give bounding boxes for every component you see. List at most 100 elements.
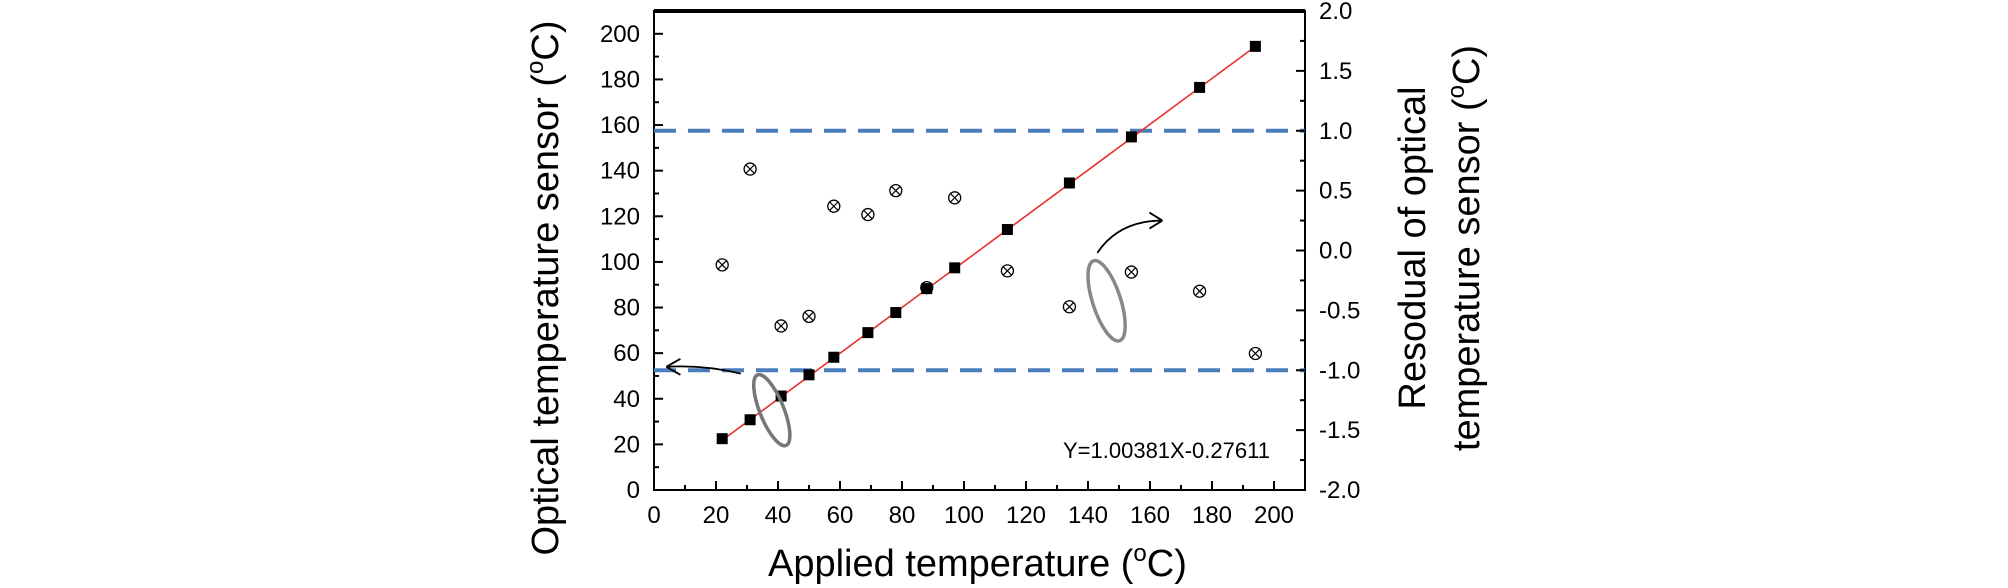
- data-point-square: [1194, 81, 1206, 93]
- data-point-square: [949, 262, 961, 274]
- y2-tick-label: 0.5: [1319, 178, 1352, 205]
- data-point-square: [775, 390, 787, 402]
- residual-circle: [827, 199, 841, 213]
- y2-tick-label: -0.5: [1319, 297, 1360, 324]
- data-point-residual: [1248, 346, 1263, 361]
- reference-lines: [654, 128, 1305, 373]
- data-point-square: [828, 351, 840, 363]
- annotations: [665, 211, 1163, 448]
- x-tick-label: 140: [1068, 502, 1108, 529]
- data-point-residual: [827, 199, 841, 213]
- x-axis-title: Applied temperature (oC): [768, 540, 1187, 585]
- left-arrow-head: [665, 358, 681, 376]
- residual-circle: [802, 309, 816, 324]
- data-point-residual: [743, 162, 757, 176]
- x-tick-label: 80: [889, 502, 916, 529]
- y-tick-label: 180: [600, 66, 640, 93]
- residual-cross: [1194, 286, 1205, 296]
- data-point-residual: [1000, 264, 1015, 278]
- y-axis-title: Optical temperature sensor (oC): [522, 21, 567, 556]
- residual-cross: [863, 209, 873, 220]
- fit-line-group: [721, 43, 1259, 441]
- residual-circle: [1248, 346, 1263, 361]
- data-point-square: [1249, 40, 1261, 52]
- data-point-residual: [889, 183, 903, 198]
- x-tick-label: 160: [1130, 502, 1170, 529]
- data-point-residual: [715, 258, 729, 272]
- y-tick-label: 120: [600, 203, 640, 230]
- data-point-square: [716, 433, 728, 445]
- y2-tick-label: -1.0: [1319, 357, 1360, 384]
- right-arrow-head: [1148, 211, 1163, 230]
- residual-circle: [948, 191, 962, 205]
- left-arrow-curve: [666, 365, 742, 375]
- residual-cross: [1002, 266, 1013, 276]
- residual-cross: [829, 201, 839, 211]
- y2-tick-label: 1.5: [1319, 58, 1352, 85]
- y2-tick-label: 0.0: [1319, 238, 1352, 265]
- residual-circle: [1000, 264, 1015, 278]
- y2-axis-title-line1: Resodual of optical: [1392, 86, 1434, 409]
- y2-axis-title-line2: temperature sensor (oC): [1443, 45, 1488, 451]
- x-tick-label: 180: [1192, 502, 1232, 529]
- data-point-square: [921, 283, 933, 295]
- y2-tick-label: 2.0: [1319, 0, 1352, 25]
- residual-cross: [1064, 302, 1075, 312]
- residual-circle: [861, 207, 875, 222]
- data-point-residual: [1192, 284, 1207, 298]
- data-point-residual: [920, 280, 934, 295]
- residual-cross: [776, 321, 786, 331]
- residual-circle: [743, 162, 757, 176]
- right-arrow-curve: [1096, 219, 1163, 254]
- data-point-square: [890, 307, 902, 319]
- x-tick-label: 200: [1254, 502, 1294, 529]
- data-point-residual: [861, 207, 875, 222]
- data-point-square: [1001, 224, 1013, 236]
- residual-cross: [1126, 267, 1137, 277]
- data-point-square: [803, 369, 815, 381]
- residual-circle: [1062, 300, 1077, 314]
- y-tick-label: 200: [600, 21, 640, 48]
- y-tick-label: 0: [627, 477, 640, 504]
- residual-circle: [1192, 284, 1207, 298]
- y-tick-label: 60: [613, 340, 640, 367]
- x-tick-label: 40: [765, 502, 792, 529]
- right-series-ellipse: [1086, 258, 1127, 343]
- residual-cross: [745, 164, 755, 174]
- residual-cross: [922, 282, 932, 293]
- y2-tick-label: -2.0: [1319, 477, 1360, 504]
- x-tick-label: 0: [647, 502, 660, 529]
- residual-cross: [717, 260, 727, 270]
- x-tick-label: 60: [827, 502, 854, 529]
- residual-circle: [1124, 265, 1139, 279]
- data-point-residual: [948, 191, 962, 205]
- data-point-square: [744, 414, 756, 426]
- y2-tick-label: -1.5: [1319, 417, 1360, 444]
- y-tick-label: 40: [613, 386, 640, 413]
- y-tick-label: 100: [600, 249, 640, 276]
- residual-cross: [1250, 348, 1261, 359]
- y-tick-label: 20: [613, 431, 640, 458]
- residual-circle: [774, 319, 788, 333]
- y-tick-label: 80: [613, 295, 640, 322]
- x-tick-label: 120: [1006, 502, 1046, 529]
- x-tick-label: 20: [703, 502, 730, 529]
- y2-tick-label: 1.0: [1319, 118, 1352, 145]
- data-point-residual: [1124, 265, 1139, 279]
- data-point-residual: [1062, 300, 1077, 314]
- residual-cross: [950, 193, 960, 203]
- fit-line: [721, 43, 1259, 441]
- data-point-square: [1063, 177, 1075, 189]
- data-points: [715, 40, 1263, 445]
- data-point-square: [862, 327, 874, 339]
- y-tick-label: 160: [600, 112, 640, 139]
- fit-equation: Y=1.00381X-0.27611: [1063, 438, 1270, 463]
- residual-cross: [804, 311, 814, 321]
- x-tick-label: 100: [944, 502, 984, 529]
- axis-ticks: 0 20 40 60 80 100 120 140 160 180 200 0 20 40 60 80 100 1…: [600, 0, 1360, 529]
- residual-cross: [891, 186, 901, 196]
- residual-circle: [920, 280, 934, 295]
- y-tick-label: 140: [600, 158, 640, 185]
- data-point-residual: [802, 309, 816, 324]
